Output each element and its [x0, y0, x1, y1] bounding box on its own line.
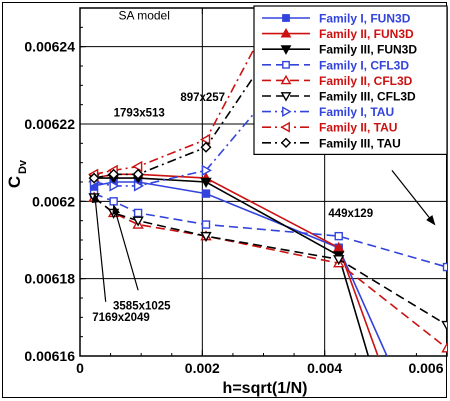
- annotation-1: 897x257: [180, 92, 225, 104]
- data-point: [442, 262, 447, 272]
- data-point: [88, 172, 100, 184]
- annotation-6: 7169x2049: [92, 312, 150, 324]
- series-line-3: [93, 192, 447, 268]
- annotation-0: SA model: [119, 9, 170, 23]
- legend-label-8: Family III, TAU: [319, 136, 401, 150]
- data-point: [441, 342, 447, 353]
- y-tick-label-3: 0.00622: [24, 116, 75, 132]
- y-axis-label-sub: Dv: [17, 159, 29, 174]
- x-tick-label-3: 0.006: [408, 360, 443, 376]
- legend-marker-2: [280, 45, 292, 55]
- legend-marker-1: [280, 27, 292, 38]
- series-group: [88, 8, 447, 356]
- data-point: [132, 160, 143, 173]
- data-point: [200, 141, 212, 153]
- data-point: [133, 180, 145, 192]
- annotation-4: 449x129: [328, 208, 373, 220]
- data-point: [201, 164, 212, 177]
- annotation-arrow-0: [391, 170, 436, 226]
- y-tick-label-0: 0.00616: [24, 348, 75, 364]
- legend-label-3: Family I, CFL3D: [319, 58, 409, 72]
- data-point: [334, 231, 343, 241]
- y-tick-label-4: 0.00624: [24, 39, 75, 55]
- x-tick-label-2: 0.004: [307, 360, 342, 376]
- y-tick-label-2: 0.0062: [32, 193, 75, 209]
- annotation-2: 1793x513: [114, 107, 165, 119]
- data-point: [108, 168, 120, 180]
- data-point: [109, 180, 120, 192]
- annotation-5: 3585x1025: [113, 301, 171, 313]
- x-tick-label-1: 0.002: [185, 360, 220, 376]
- legend-marker-7: [280, 121, 290, 133]
- data-point: [201, 189, 211, 198]
- annotation-arrow-1: [91, 192, 107, 302]
- x-tick-label-0: 0: [76, 360, 84, 376]
- data-point: [200, 177, 212, 188]
- legend-marker-4: [280, 74, 292, 85]
- x-axis-label: h=sqrt(1/N): [223, 380, 308, 397]
- data-point: [441, 320, 447, 331]
- data-point: [132, 216, 144, 227]
- legend-label-7: Family II, TAU: [319, 121, 397, 135]
- legend-label-5: Family III, CFL3D: [319, 90, 416, 104]
- legend-marker-6: [282, 106, 292, 118]
- legend-label-2: Family III, FUN3D: [319, 43, 417, 57]
- annotation-arrow-2: [112, 204, 139, 291]
- data-point: [200, 133, 211, 146]
- legend-label-6: Family I, TAU: [319, 105, 394, 119]
- legend-marker-8: [280, 137, 292, 148]
- legend-marker-5: [280, 92, 292, 102]
- legend-label-1: Family II, FUN3D: [319, 27, 414, 41]
- legend-label-0: Family I, FUN3D: [319, 12, 411, 26]
- data-point: [201, 220, 211, 229]
- legend-marker-0: [282, 14, 290, 22]
- y-axis-label-main: C: [5, 176, 24, 188]
- y-axis-label: C Dv: [5, 159, 29, 188]
- data-point: [333, 255, 345, 266]
- legend-label-4: Family II, CFL3D: [319, 74, 413, 88]
- data-point: [333, 241, 345, 252]
- legend-marker-3: [282, 60, 290, 69]
- data-point: [133, 208, 143, 218]
- y-tick-label-1: 0.00618: [24, 271, 75, 287]
- data-point: [132, 168, 144, 180]
- data-point: [109, 197, 118, 206]
- data-point: [200, 231, 212, 243]
